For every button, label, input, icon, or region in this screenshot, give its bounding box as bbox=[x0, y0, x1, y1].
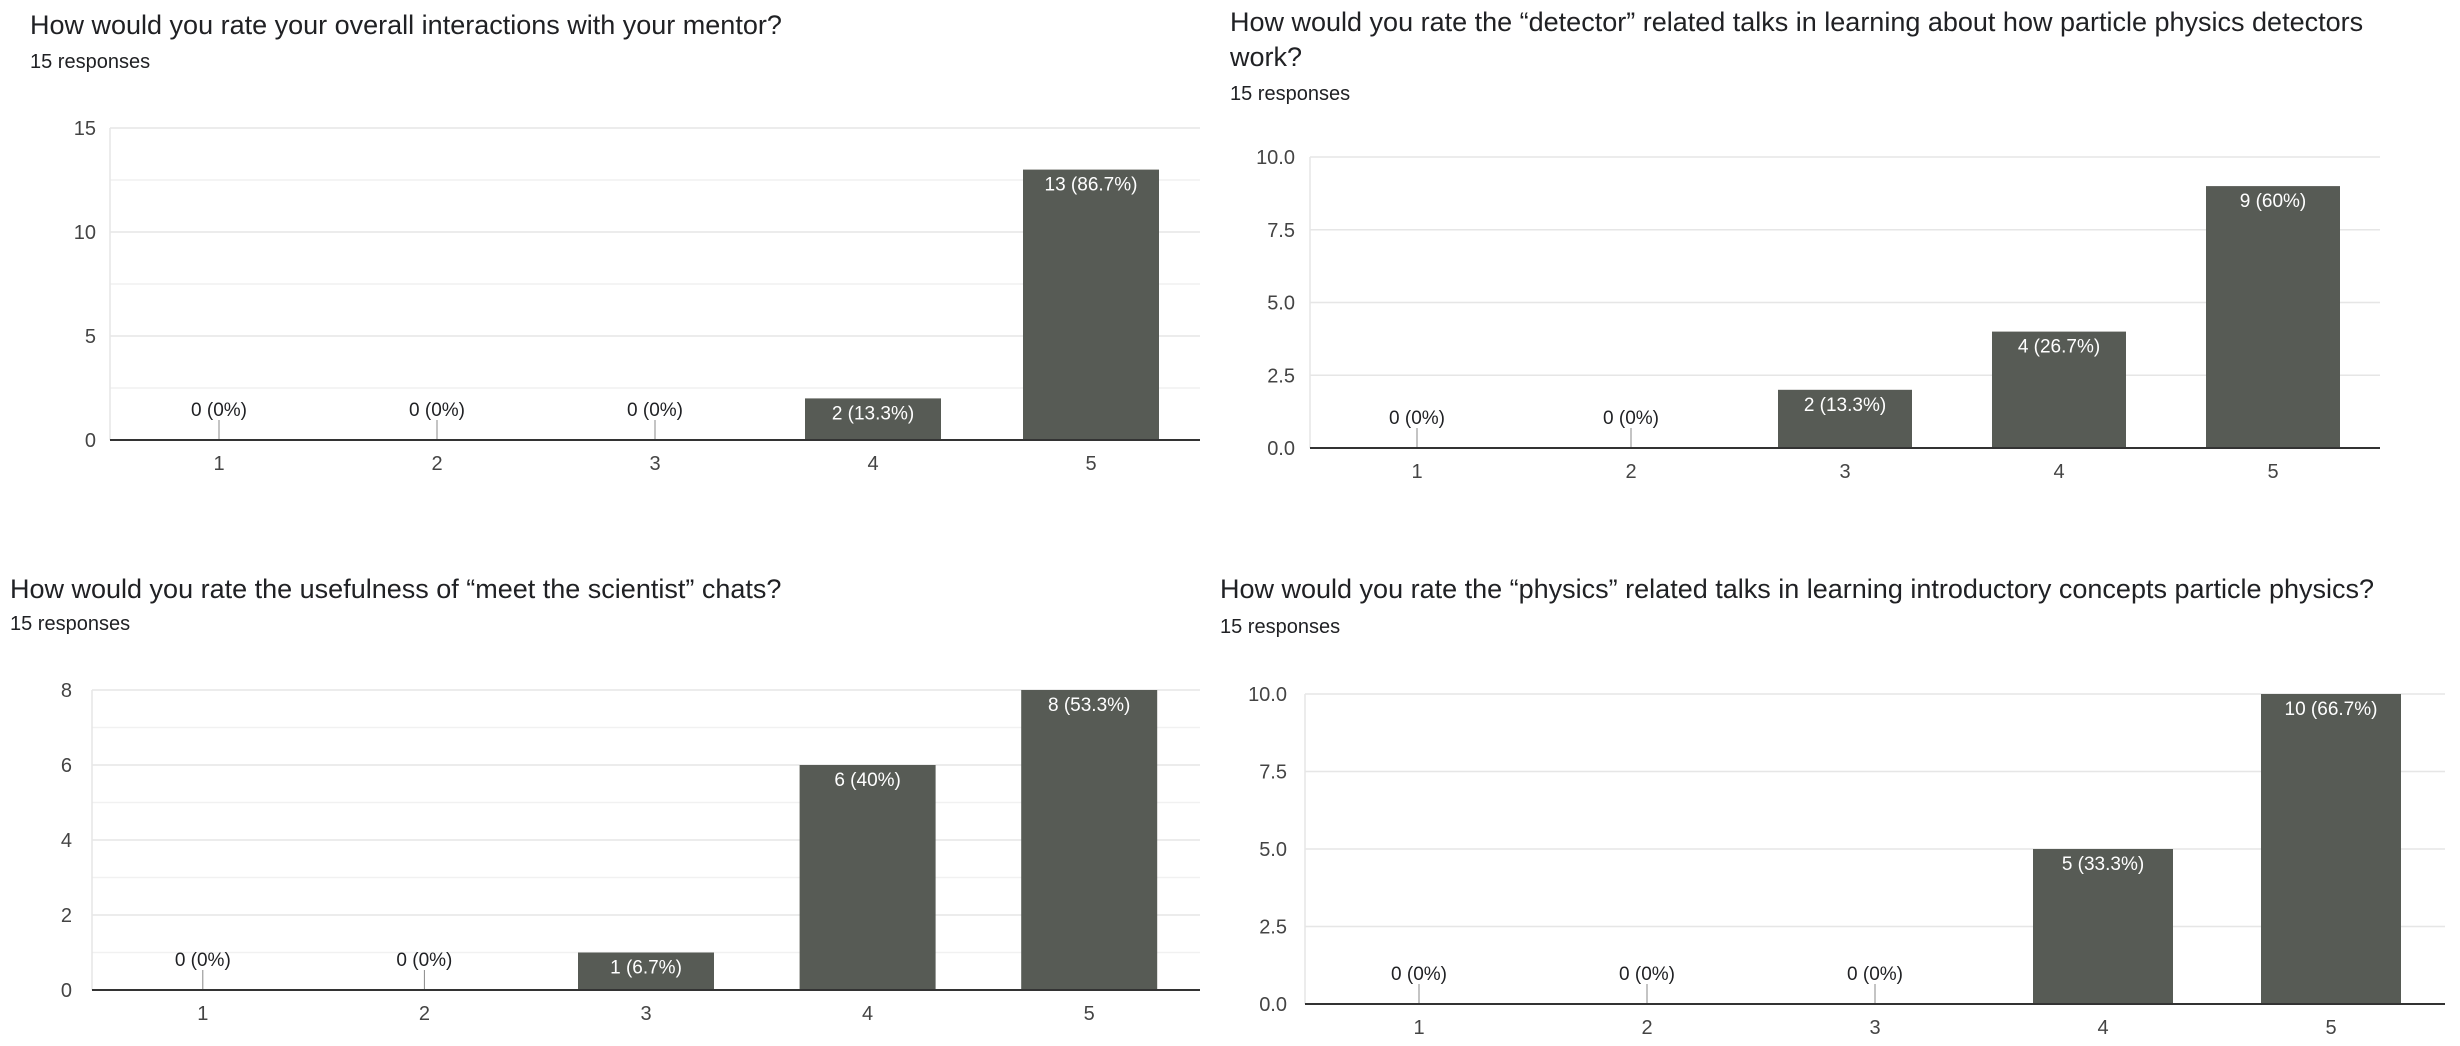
bar-chart: 0 5 10 15 0 (0%) 1 0 (0%) 2 0 (0%) 3 2 (13.3%) 4 13 … bbox=[74, 118, 1200, 475]
data-label: 0 (0%) bbox=[175, 950, 231, 971]
bar bbox=[2206, 186, 2340, 448]
bar bbox=[1778, 389, 1912, 448]
data-label: 1 (6.7%) bbox=[610, 958, 682, 979]
y-tick-label: 5 bbox=[85, 326, 96, 348]
data-label: 10 (66.7%) bbox=[2285, 699, 2378, 720]
y-tick-label: 4 bbox=[61, 830, 72, 852]
data-label: 2 (13.3%) bbox=[832, 403, 914, 424]
x-tick-label: 4 bbox=[862, 1003, 873, 1025]
bar bbox=[2033, 849, 2173, 1004]
y-tick-label: 7.5 bbox=[1259, 762, 1287, 784]
x-tick-label: 4 bbox=[2053, 461, 2064, 483]
data-label: 13 (86.7%) bbox=[1045, 175, 1138, 196]
y-tick-label: 5.0 bbox=[1267, 293, 1295, 315]
bar-chart: 0 2 4 6 8 0 (0%) 1 0 (0%) 2 1 (6.7%) 3 6 (40%) 4 8 (5… bbox=[61, 680, 1200, 1025]
data-label: 6 (40%) bbox=[834, 770, 901, 791]
y-tick-label: 10 bbox=[74, 222, 96, 244]
x-tick-label: 3 bbox=[649, 453, 660, 475]
bar bbox=[1023, 169, 1159, 440]
data-label: 0 (0%) bbox=[1389, 408, 1445, 429]
y-tick-label: 0 bbox=[61, 980, 72, 1002]
data-label: 0 (0%) bbox=[409, 400, 465, 421]
y-tick-label: 2.5 bbox=[1259, 917, 1287, 939]
x-tick-label: 5 bbox=[1085, 453, 1096, 475]
y-tick-label: 15 bbox=[74, 118, 96, 140]
data-label: 4 (26.7%) bbox=[2018, 337, 2100, 358]
data-label: 0 (0%) bbox=[191, 400, 247, 421]
response-count: 15 responses bbox=[1230, 83, 1351, 105]
data-label: 5 (33.3%) bbox=[2062, 854, 2144, 875]
data-label: 0 (0%) bbox=[1619, 964, 1675, 985]
x-tick-label: 4 bbox=[867, 453, 878, 475]
data-label: 8 (53.3%) bbox=[1048, 695, 1130, 716]
x-tick-label: 2 bbox=[431, 453, 442, 475]
bar bbox=[2261, 694, 2401, 1004]
data-label: 0 (0%) bbox=[396, 950, 452, 971]
data-label: 0 (0%) bbox=[1847, 964, 1903, 985]
response-count: 15 responses bbox=[1220, 616, 1341, 638]
x-tick-label: 3 bbox=[1869, 1017, 1880, 1039]
x-tick-label: 3 bbox=[1839, 461, 1850, 483]
bar bbox=[799, 765, 936, 990]
x-tick-label: 5 bbox=[2267, 461, 2278, 483]
question-title: How would you rate your overall interact… bbox=[30, 10, 782, 40]
y-tick-label: 8 bbox=[61, 680, 72, 702]
question-title: How would you rate the “physics” related… bbox=[1220, 574, 2375, 604]
x-tick-label: 5 bbox=[2325, 1017, 2336, 1039]
x-tick-label: 2 bbox=[1625, 461, 1636, 483]
chart-panel-detector: How would you rate the “detector” relate… bbox=[1215, 0, 2460, 560]
data-label: 0 (0%) bbox=[1391, 964, 1447, 985]
x-tick-label: 1 bbox=[1411, 461, 1422, 483]
bar bbox=[578, 952, 714, 990]
data-label: 0 (0%) bbox=[1603, 408, 1659, 429]
x-tick-label: 2 bbox=[1641, 1017, 1652, 1039]
question-title: How would you rate the usefulness of “me… bbox=[10, 574, 782, 604]
y-tick-label: 6 bbox=[61, 755, 72, 777]
y-tick-label: 10.0 bbox=[1248, 684, 1287, 706]
bar bbox=[805, 398, 941, 440]
data-label: 9 (60%) bbox=[2240, 191, 2307, 212]
x-tick-label: 4 bbox=[2097, 1017, 2108, 1039]
data-label: 2 (13.3%) bbox=[1804, 395, 1886, 416]
y-tick-label: 7.5 bbox=[1267, 220, 1295, 242]
data-label: 0 (0%) bbox=[627, 400, 683, 421]
x-tick-label: 2 bbox=[419, 1003, 430, 1025]
bar-chart: 0.0 2.5 5.0 7.5 10.0 0 (0%) 1 0 (0%) 2 0 (0%) 3 5 (… bbox=[1248, 684, 2445, 1039]
y-tick-label: 0.0 bbox=[1259, 994, 1287, 1016]
response-count: 15 responses bbox=[10, 613, 131, 635]
y-tick-label: 2 bbox=[61, 905, 72, 927]
bar bbox=[1992, 331, 2126, 448]
response-count: 15 responses bbox=[30, 51, 151, 73]
x-tick-label: 5 bbox=[1084, 1003, 1095, 1025]
x-tick-label: 1 bbox=[1413, 1017, 1424, 1039]
bar bbox=[1021, 690, 1158, 990]
y-tick-label: 2.5 bbox=[1267, 365, 1295, 387]
chart-panel-mentor: How would you rate your overall interact… bbox=[0, 0, 1215, 510]
y-tick-label: 10.0 bbox=[1256, 147, 1295, 169]
bar-chart: 0.0 2.5 5.0 7.5 10.0 0 (0%) 1 0 (0%) 2 2 (13.3%) 3… bbox=[1256, 147, 2380, 483]
y-tick-label: 0 bbox=[85, 430, 96, 452]
chart-panel-physics: How would you rate the “physics” related… bbox=[1215, 560, 2460, 1046]
y-tick-label: 5.0 bbox=[1259, 839, 1287, 861]
x-tick-label: 3 bbox=[640, 1003, 651, 1025]
chart-panel-meet-scientist: How would you rate the usefulness of “me… bbox=[0, 560, 1215, 1046]
x-tick-label: 1 bbox=[197, 1003, 208, 1025]
x-tick-label: 1 bbox=[213, 453, 224, 475]
question-title: How would you rate the “detector” relate… bbox=[1230, 7, 2364, 72]
y-tick-label: 0.0 bbox=[1267, 438, 1295, 460]
